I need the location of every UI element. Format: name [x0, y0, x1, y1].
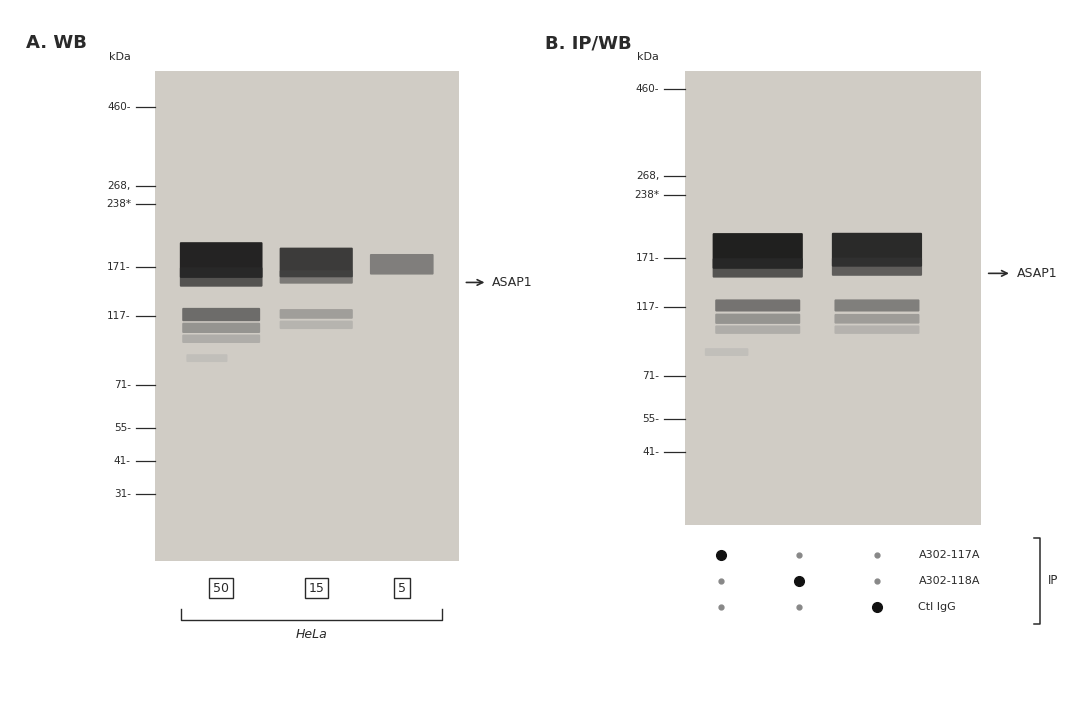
FancyBboxPatch shape	[835, 299, 919, 311]
Text: A. WB: A. WB	[26, 34, 87, 52]
FancyBboxPatch shape	[180, 242, 262, 278]
Text: 31-: 31-	[113, 489, 131, 499]
Text: kDa: kDa	[109, 52, 131, 63]
Text: 268,: 268,	[636, 172, 659, 182]
FancyBboxPatch shape	[715, 325, 800, 334]
Bar	[154, 70, 459, 561]
FancyBboxPatch shape	[183, 334, 260, 343]
Text: 71-: 71-	[643, 371, 659, 382]
FancyBboxPatch shape	[280, 248, 353, 277]
Text: 55-: 55-	[643, 414, 659, 424]
FancyBboxPatch shape	[280, 309, 353, 319]
Text: 117-: 117-	[636, 301, 659, 312]
FancyBboxPatch shape	[715, 299, 800, 311]
Text: 460-: 460-	[636, 84, 659, 94]
Text: 50: 50	[213, 582, 229, 595]
Text: 171-: 171-	[636, 253, 659, 263]
FancyBboxPatch shape	[713, 233, 802, 269]
Text: 55-: 55-	[113, 422, 131, 433]
FancyBboxPatch shape	[713, 258, 802, 277]
FancyBboxPatch shape	[832, 258, 922, 276]
Text: 460-: 460-	[107, 102, 131, 112]
FancyBboxPatch shape	[715, 313, 800, 324]
Text: 41-: 41-	[113, 456, 131, 466]
FancyBboxPatch shape	[835, 325, 919, 334]
Text: B. IP/WB: B. IP/WB	[545, 34, 632, 52]
Text: 41-: 41-	[643, 447, 659, 457]
FancyBboxPatch shape	[280, 270, 353, 284]
FancyBboxPatch shape	[183, 322, 260, 333]
Text: IP: IP	[1048, 574, 1058, 587]
FancyBboxPatch shape	[180, 268, 262, 287]
Text: Ctl IgG: Ctl IgG	[918, 602, 956, 612]
Text: ASAP1: ASAP1	[492, 276, 532, 289]
Text: 238*: 238*	[106, 199, 131, 209]
Text: 71-: 71-	[113, 380, 131, 391]
Text: 268,: 268,	[108, 180, 131, 191]
Text: ASAP1: ASAP1	[1017, 267, 1057, 280]
Text: 117-: 117-	[107, 310, 131, 321]
FancyBboxPatch shape	[187, 354, 228, 362]
Text: kDa: kDa	[637, 52, 659, 63]
FancyBboxPatch shape	[705, 348, 748, 356]
FancyBboxPatch shape	[183, 308, 260, 321]
Text: 238*: 238*	[634, 189, 659, 200]
Text: 15: 15	[308, 582, 324, 595]
Text: 5: 5	[397, 582, 406, 595]
FancyBboxPatch shape	[835, 314, 919, 324]
FancyBboxPatch shape	[370, 254, 433, 275]
Bar	[685, 70, 981, 524]
FancyBboxPatch shape	[280, 320, 353, 329]
FancyBboxPatch shape	[832, 233, 922, 267]
Text: HeLa: HeLa	[296, 627, 327, 641]
Text: A302-118A: A302-118A	[918, 576, 980, 586]
Text: 171-: 171-	[107, 263, 131, 272]
Text: A302-117A: A302-117A	[918, 550, 980, 560]
